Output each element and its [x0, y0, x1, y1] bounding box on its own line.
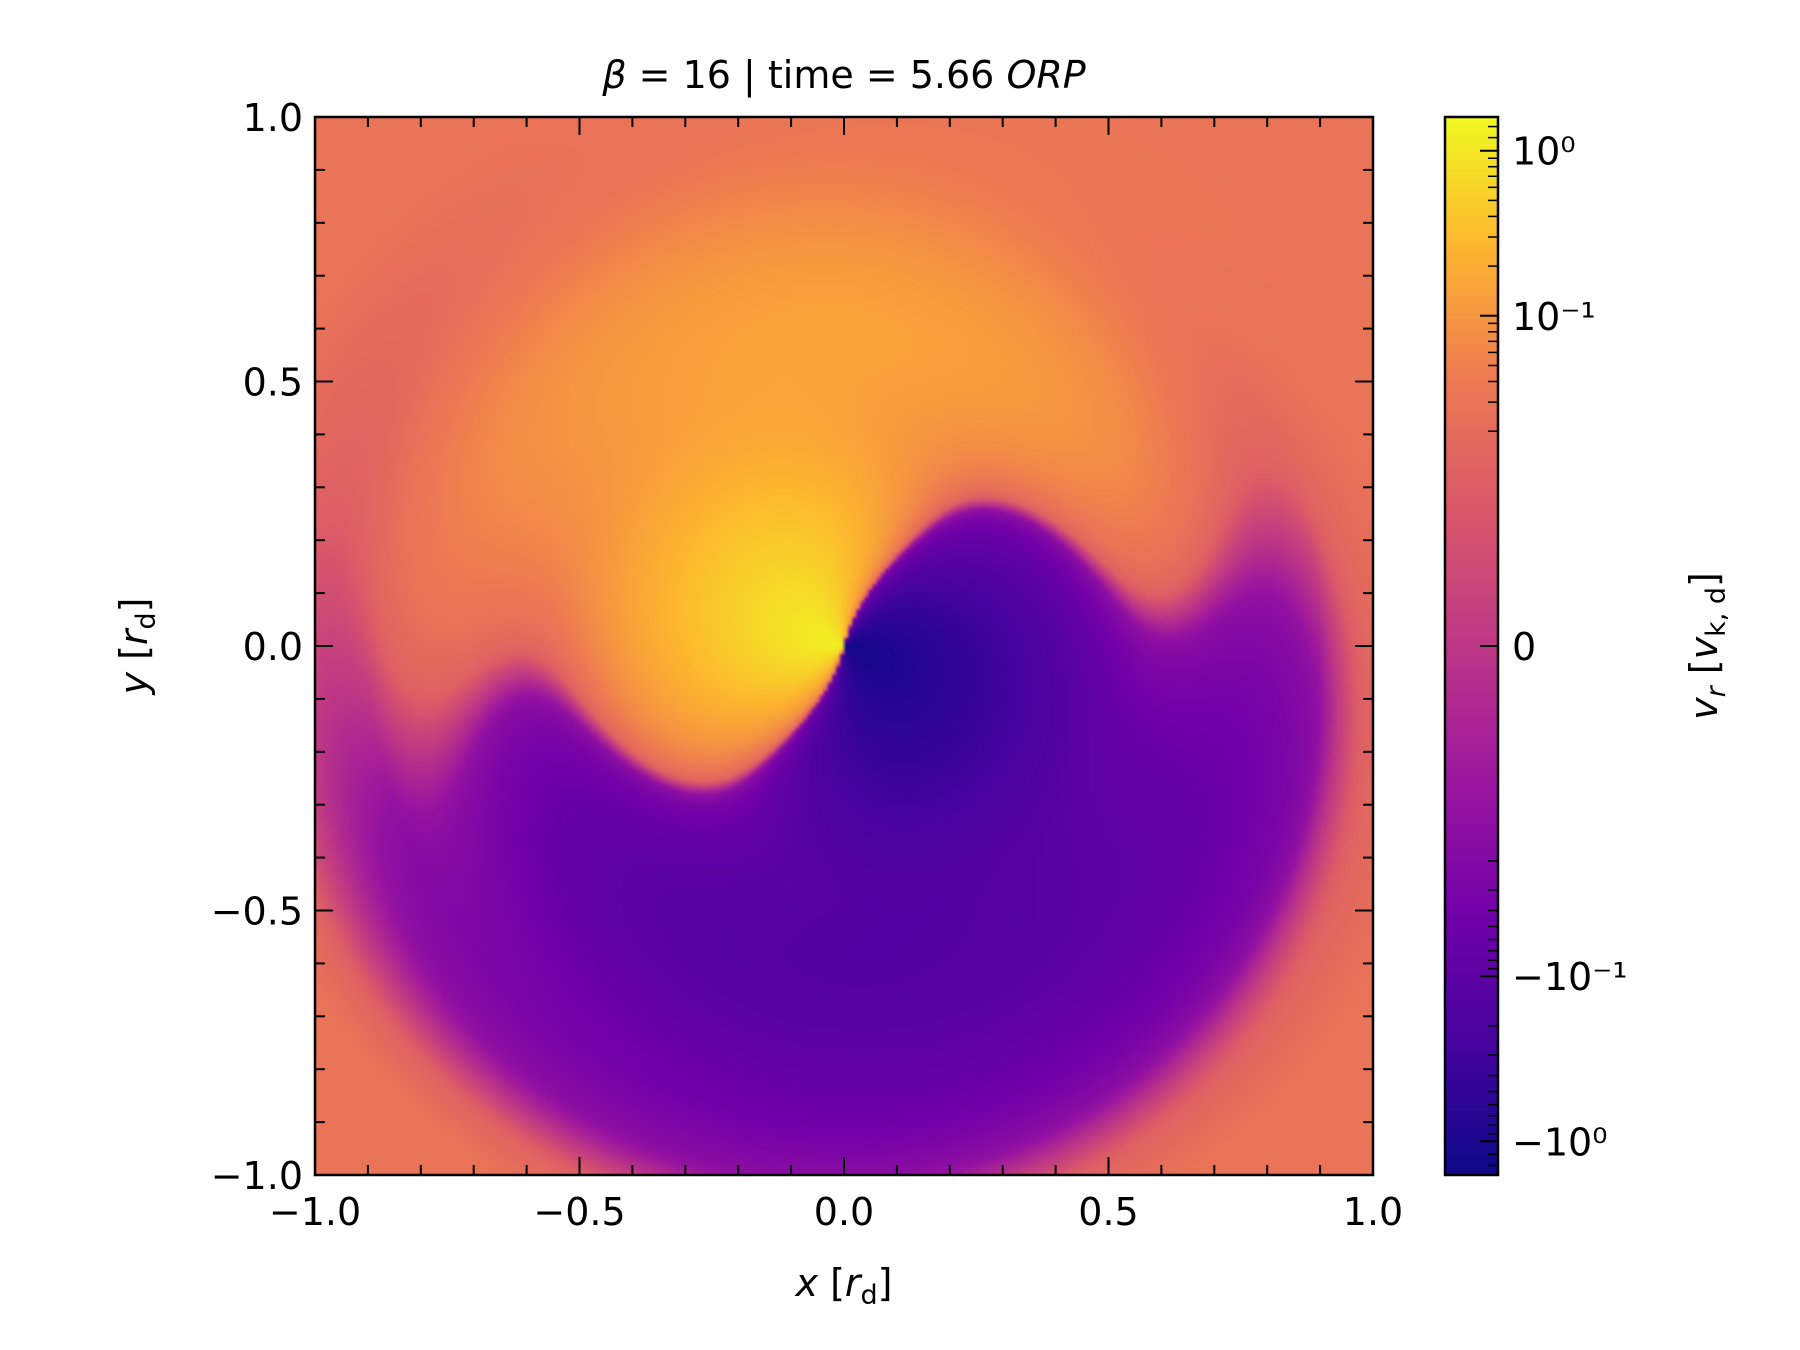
colorbar-tick-label: −10⁰ [1512, 1120, 1607, 1164]
x-label-open: [ [818, 1261, 845, 1305]
cbar-label-open: [ [1682, 659, 1726, 686]
y-tick-label: −0.5 [211, 890, 303, 934]
title-main: = 16 | time = 5.66 [627, 53, 1007, 98]
x-tick-label: 1.0 [1343, 1190, 1403, 1234]
y-axis-label: y [rd] [112, 598, 162, 696]
x-tick-label: −1.0 [269, 1190, 361, 1234]
y-label-sub: d [131, 612, 162, 629]
title-unit: ORP [1006, 53, 1085, 97]
y-axis-ticks: −1.0 −0.5 0.0 0.5 1.0 [211, 96, 1373, 1198]
x-label-close: ] [878, 1261, 893, 1305]
x-label-sub: d [861, 1280, 878, 1311]
heatmap-plot-area [315, 117, 1373, 1175]
y-tick-label: 0.5 [243, 361, 303, 405]
y-tick-label: 1.0 [243, 96, 303, 140]
colorbar-label: vr [vk, d] [1682, 572, 1732, 720]
y-tick-label: 0.0 [243, 625, 303, 669]
colorbar-tick-label: −10⁻¹ [1512, 955, 1627, 999]
colorbar-tick-label: 10⁰ [1512, 130, 1576, 174]
colorbar-tick-label: 0 [1512, 625, 1536, 669]
colorbar-minor-ticks [1488, 116, 1498, 1176]
x-tick-label: 0.5 [1078, 1190, 1138, 1234]
x-axis-label: x [rd] [795, 1261, 893, 1311]
colorbar-ticks: 10⁰ 10⁻¹ 0 −10⁻¹ −10⁰ [1480, 130, 1627, 1164]
y-label-sym: r [112, 627, 156, 645]
x-label-sym: r [845, 1261, 863, 1305]
y-label-open: [ [112, 645, 156, 672]
y-label-var: y [112, 672, 156, 696]
cbar-label-sub: k, d [1701, 587, 1732, 637]
cbar-label-sym: v [1682, 636, 1726, 659]
x-tick-label: 0.0 [814, 1190, 874, 1234]
x-tick-label: −0.5 [533, 1190, 625, 1234]
chart-title: β = 16 | time = 5.66 ORP [601, 53, 1085, 98]
x-axis-ticks: −1.0 −0.5 0.0 0.5 1.0 [269, 117, 1403, 1234]
cbar-label-varsub: r [1701, 684, 1732, 697]
heatmap-image [315, 117, 1373, 1175]
colorbar-tick-label: 10⁻¹ [1512, 295, 1596, 339]
y-label-close: ] [112, 598, 156, 613]
x-label-var: x [795, 1261, 819, 1305]
cbar-label-close: ] [1682, 572, 1726, 587]
cbar-label-var: v [1682, 697, 1726, 720]
title-beta: β [601, 53, 626, 97]
y-tick-label: −1.0 [211, 1154, 303, 1198]
